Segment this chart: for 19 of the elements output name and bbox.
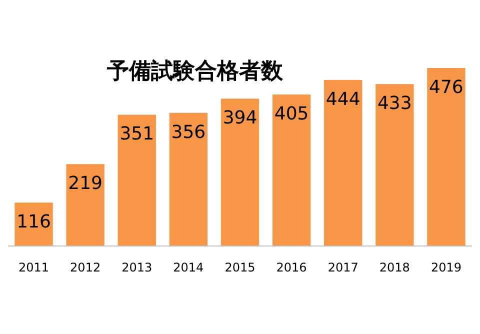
data-label: 476 <box>429 76 464 98</box>
data-label: 444 <box>326 88 360 110</box>
data-label: 116 <box>16 212 51 233</box>
x-tick-label: 2014 <box>173 260 204 274</box>
x-tick-label: 2015 <box>224 260 256 274</box>
x-tick-label: 2011 <box>18 260 50 274</box>
x-tick-label: 2012 <box>70 260 101 274</box>
data-label: 351 <box>120 124 154 145</box>
data-label: 405 <box>274 103 309 124</box>
x-tick-label: 2019 <box>430 260 462 274</box>
x-tick-label: 2018 <box>379 260 410 274</box>
data-label: 394 <box>222 108 258 129</box>
x-tick-label: 2013 <box>122 260 152 274</box>
data-label: 219 <box>68 173 103 194</box>
data-label: 433 <box>377 93 412 114</box>
chart-title: 予備試験合格者数 <box>106 59 284 84</box>
x-tick-label: 2017 <box>328 260 358 274</box>
data-label: 356 <box>171 122 206 143</box>
x-tick-label: 2016 <box>276 260 307 274</box>
